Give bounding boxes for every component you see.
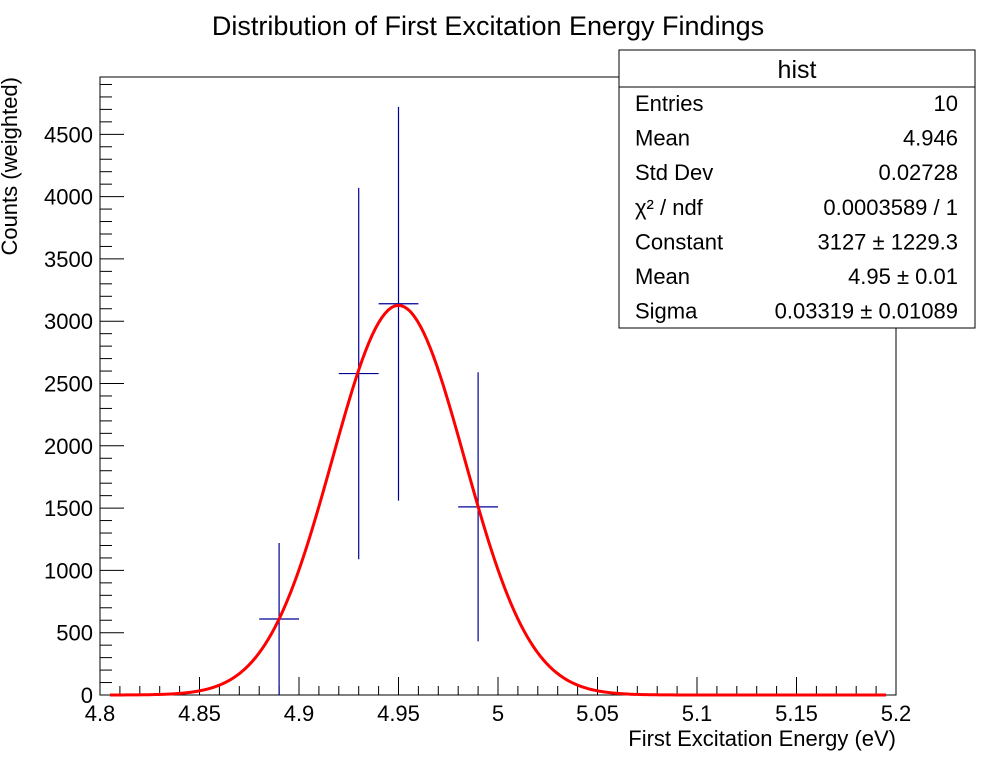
stats-row: Constant 3127 ± 1229.3 bbox=[635, 229, 958, 254]
y-tick-label: 4000 bbox=[44, 185, 93, 210]
y-tick-label: 1500 bbox=[44, 496, 93, 521]
x-tick-label: 4.9 bbox=[284, 701, 315, 726]
y-tick-label: 3000 bbox=[44, 309, 93, 334]
stats-row-label: χ² / ndf bbox=[635, 195, 704, 220]
y-axis-tick-labels: 0 500 1000 1500 2000 2500 3000 3500 4000 4500 bbox=[44, 122, 93, 708]
stats-row-label: Mean bbox=[635, 126, 690, 151]
stats-row-label: Std Dev bbox=[635, 160, 713, 185]
x-axis-tick-labels: 4.8 4.85 4.9 4.95 5 5.05 5.1 5.15 5.2 bbox=[85, 701, 912, 726]
stats-row-value: 0.03319 ± 0.01089 bbox=[775, 299, 958, 324]
stats-row-value: 3127 ± 1229.3 bbox=[817, 229, 958, 254]
stats-row-value: 0.02728 bbox=[878, 160, 958, 185]
x-tick-label: 4.8 bbox=[85, 701, 116, 726]
y-axis-label: Counts (weighted) bbox=[0, 77, 22, 256]
y-tick-label: 0 bbox=[81, 683, 93, 708]
stats-row-value: 4.946 bbox=[903, 126, 958, 151]
x-tick-label: 4.85 bbox=[178, 701, 221, 726]
y-axis-ticks bbox=[100, 83, 124, 696]
gaussian-fit-curve bbox=[109, 303, 887, 697]
x-tick-label: 5.15 bbox=[775, 701, 818, 726]
stats-row: Mean 4.95 ± 0.01 bbox=[635, 264, 958, 289]
stats-box-frame bbox=[618, 49, 976, 329]
stats-box-title: hist bbox=[778, 56, 817, 84]
x-tick-label: 5.2 bbox=[881, 701, 912, 726]
stats-row-label: Sigma bbox=[635, 299, 698, 324]
stats-box-rows: Entries 10 Mean 4.946 Std Dev 0.02728 χ² / ndf… bbox=[635, 91, 958, 324]
stats-row-value: 0.0003589 / 1 bbox=[823, 195, 958, 220]
y-tick-label: 4500 bbox=[44, 122, 93, 147]
chart-title: Distribution of First Excitation Energy … bbox=[212, 11, 764, 41]
stats-row-label: Entries bbox=[635, 91, 703, 116]
y-tick-label: 3500 bbox=[44, 247, 93, 272]
x-tick-label: 4.95 bbox=[377, 701, 420, 726]
x-axis-label: First Excitation Energy (eV) bbox=[628, 726, 896, 751]
stats-row-label: Constant bbox=[635, 229, 723, 254]
stats-row: Entries 10 bbox=[635, 91, 958, 116]
x-tick-label: 5.05 bbox=[576, 701, 619, 726]
stats-row-value: 10 bbox=[934, 91, 958, 116]
x-tick-label: 5 bbox=[492, 701, 504, 726]
stats-row: Mean 4.946 bbox=[635, 126, 958, 151]
stats-row: Std Dev 0.02728 bbox=[635, 160, 958, 185]
stats-row-value: 4.95 ± 0.01 bbox=[848, 264, 958, 289]
y-tick-label: 2000 bbox=[44, 434, 93, 459]
stats-row-label: Mean bbox=[635, 264, 690, 289]
data-point bbox=[378, 106, 419, 501]
y-tick-label: 1000 bbox=[44, 558, 93, 583]
y-tick-label: 2500 bbox=[44, 372, 93, 397]
stats-box: hist Entries 10 Mean 4.946 Std Dev 0.02728 χ² … bbox=[618, 49, 976, 329]
x-tick-label: 5.1 bbox=[682, 701, 713, 726]
y-tick-label: 500 bbox=[56, 621, 93, 646]
stats-row: χ² / ndf 0.0003589 / 1 bbox=[635, 195, 958, 220]
stats-row: Sigma 0.03319 ± 0.01089 bbox=[635, 299, 958, 324]
